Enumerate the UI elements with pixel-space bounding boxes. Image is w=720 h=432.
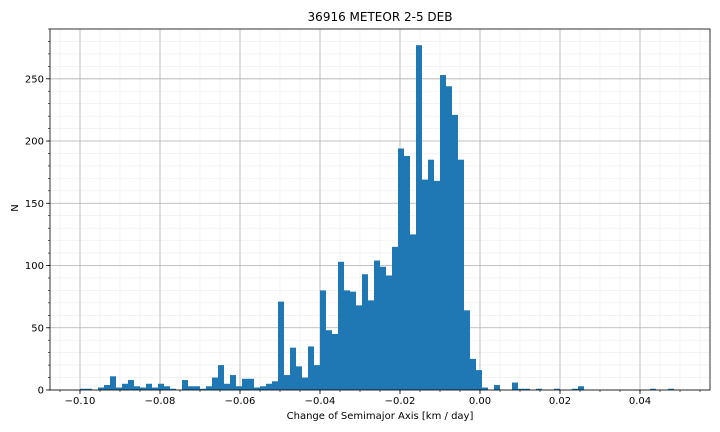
axes (46, 28, 711, 394)
histogram-bar (152, 387, 158, 390)
histogram-bar (236, 386, 242, 390)
histogram-bar (272, 381, 278, 390)
histogram-bar (440, 75, 446, 390)
histogram-bar (140, 387, 146, 390)
histogram-bar (650, 388, 656, 390)
histogram-bar (80, 388, 86, 390)
x-tick-label: 0.02 (549, 396, 571, 407)
histogram-bar (116, 387, 122, 390)
histogram-bar (320, 290, 326, 390)
chart-title: 36916 METEOR 2-5 DEB (308, 10, 453, 24)
histogram-bar (344, 290, 350, 390)
histogram-bar (668, 388, 674, 390)
x-tick-label: −0.10 (65, 396, 96, 407)
histogram-bar (86, 388, 92, 390)
histogram-bar (290, 347, 296, 390)
histogram-bar (224, 383, 230, 390)
histogram-bar (374, 260, 380, 390)
histogram-bar (554, 388, 560, 390)
y-tick-label: 100 (25, 261, 44, 272)
y-tick-label: 200 (25, 137, 44, 148)
histogram-bar (512, 382, 518, 390)
y-tick-label: 50 (31, 323, 44, 334)
histogram-bar (110, 376, 116, 390)
histogram-bar (578, 386, 584, 390)
histogram-bar (158, 383, 164, 390)
histogram-bar (434, 180, 440, 390)
histogram-bar (398, 148, 404, 390)
histogram-bar (326, 330, 332, 390)
histogram-bar (254, 387, 260, 390)
histogram-bar (536, 388, 542, 390)
histogram-bar (428, 159, 434, 390)
histogram-bar (446, 86, 452, 390)
histogram-bar (476, 370, 482, 390)
histogram-bar (416, 45, 422, 390)
y-axis-title: N (10, 204, 21, 211)
histogram-bar (242, 378, 248, 390)
x-tick-label: −0.04 (305, 396, 336, 407)
histogram-bars (80, 45, 674, 391)
histogram-bar (482, 387, 488, 390)
histogram-bar (404, 155, 410, 390)
x-tick-label: −0.02 (385, 396, 416, 407)
y-tick-label: 150 (25, 199, 44, 210)
histogram-bar (230, 375, 236, 390)
histogram-bar (452, 114, 458, 391)
histogram-bar (458, 159, 464, 390)
histogram-bar (524, 388, 530, 390)
histogram-bar (164, 386, 170, 390)
histogram-bar (284, 375, 290, 390)
histogram-bar (188, 386, 194, 390)
histogram-bar (260, 386, 266, 390)
histogram-bar (368, 300, 374, 390)
y-tick-label: 0 (38, 386, 44, 397)
histogram-bar (470, 358, 476, 390)
histogram-bar (182, 380, 188, 390)
histogram-bar (392, 246, 398, 390)
y-tick-label: 250 (25, 74, 44, 85)
histogram-bar (338, 261, 344, 390)
histogram-bar (356, 305, 362, 390)
histogram-bar (278, 301, 284, 390)
histogram-bar (572, 388, 578, 390)
histogram-bar (104, 385, 110, 390)
histogram-bar (410, 234, 416, 390)
histogram-bar (122, 383, 128, 390)
histogram-bar (302, 377, 308, 390)
histogram-bar (212, 377, 218, 390)
histogram-bar (464, 310, 470, 390)
tick-labels: −0.10 −0.08 −0.06 −0.04 −0.02 0.00 0.02 0.04 0 50… (25, 74, 651, 407)
x-tick-label: 0.00 (469, 396, 491, 407)
x-tick-label: −0.06 (225, 396, 256, 407)
histogram-bar (128, 380, 134, 390)
histogram-bar (134, 386, 140, 390)
histogram-bar (380, 266, 386, 390)
histogram-bar (518, 388, 524, 390)
x-tick-label: 0.04 (629, 396, 651, 407)
histogram-bar (194, 386, 200, 390)
histogram-bar (362, 274, 368, 390)
histogram-bar (308, 346, 314, 390)
x-tick-label: −0.08 (145, 396, 176, 407)
histogram-bar (218, 365, 224, 390)
histogram-bar (314, 365, 320, 390)
histogram-bar (98, 387, 104, 390)
histogram-bar (386, 275, 392, 390)
histogram-bar (332, 333, 338, 390)
histogram-bar (146, 383, 152, 390)
histogram-bar (296, 366, 302, 390)
histogram-bar (206, 386, 212, 390)
histogram-bar (422, 179, 428, 390)
x-axis-title: Change of Semimajor Axis [km / day] (287, 411, 474, 422)
histogram-bar (248, 378, 254, 390)
histogram-bar (266, 383, 272, 390)
histogram-bar (350, 291, 356, 390)
histogram-bar (200, 388, 206, 390)
histogram-bar (170, 388, 176, 390)
grid-lines (50, 28, 710, 391)
histogram-bar (494, 385, 500, 390)
